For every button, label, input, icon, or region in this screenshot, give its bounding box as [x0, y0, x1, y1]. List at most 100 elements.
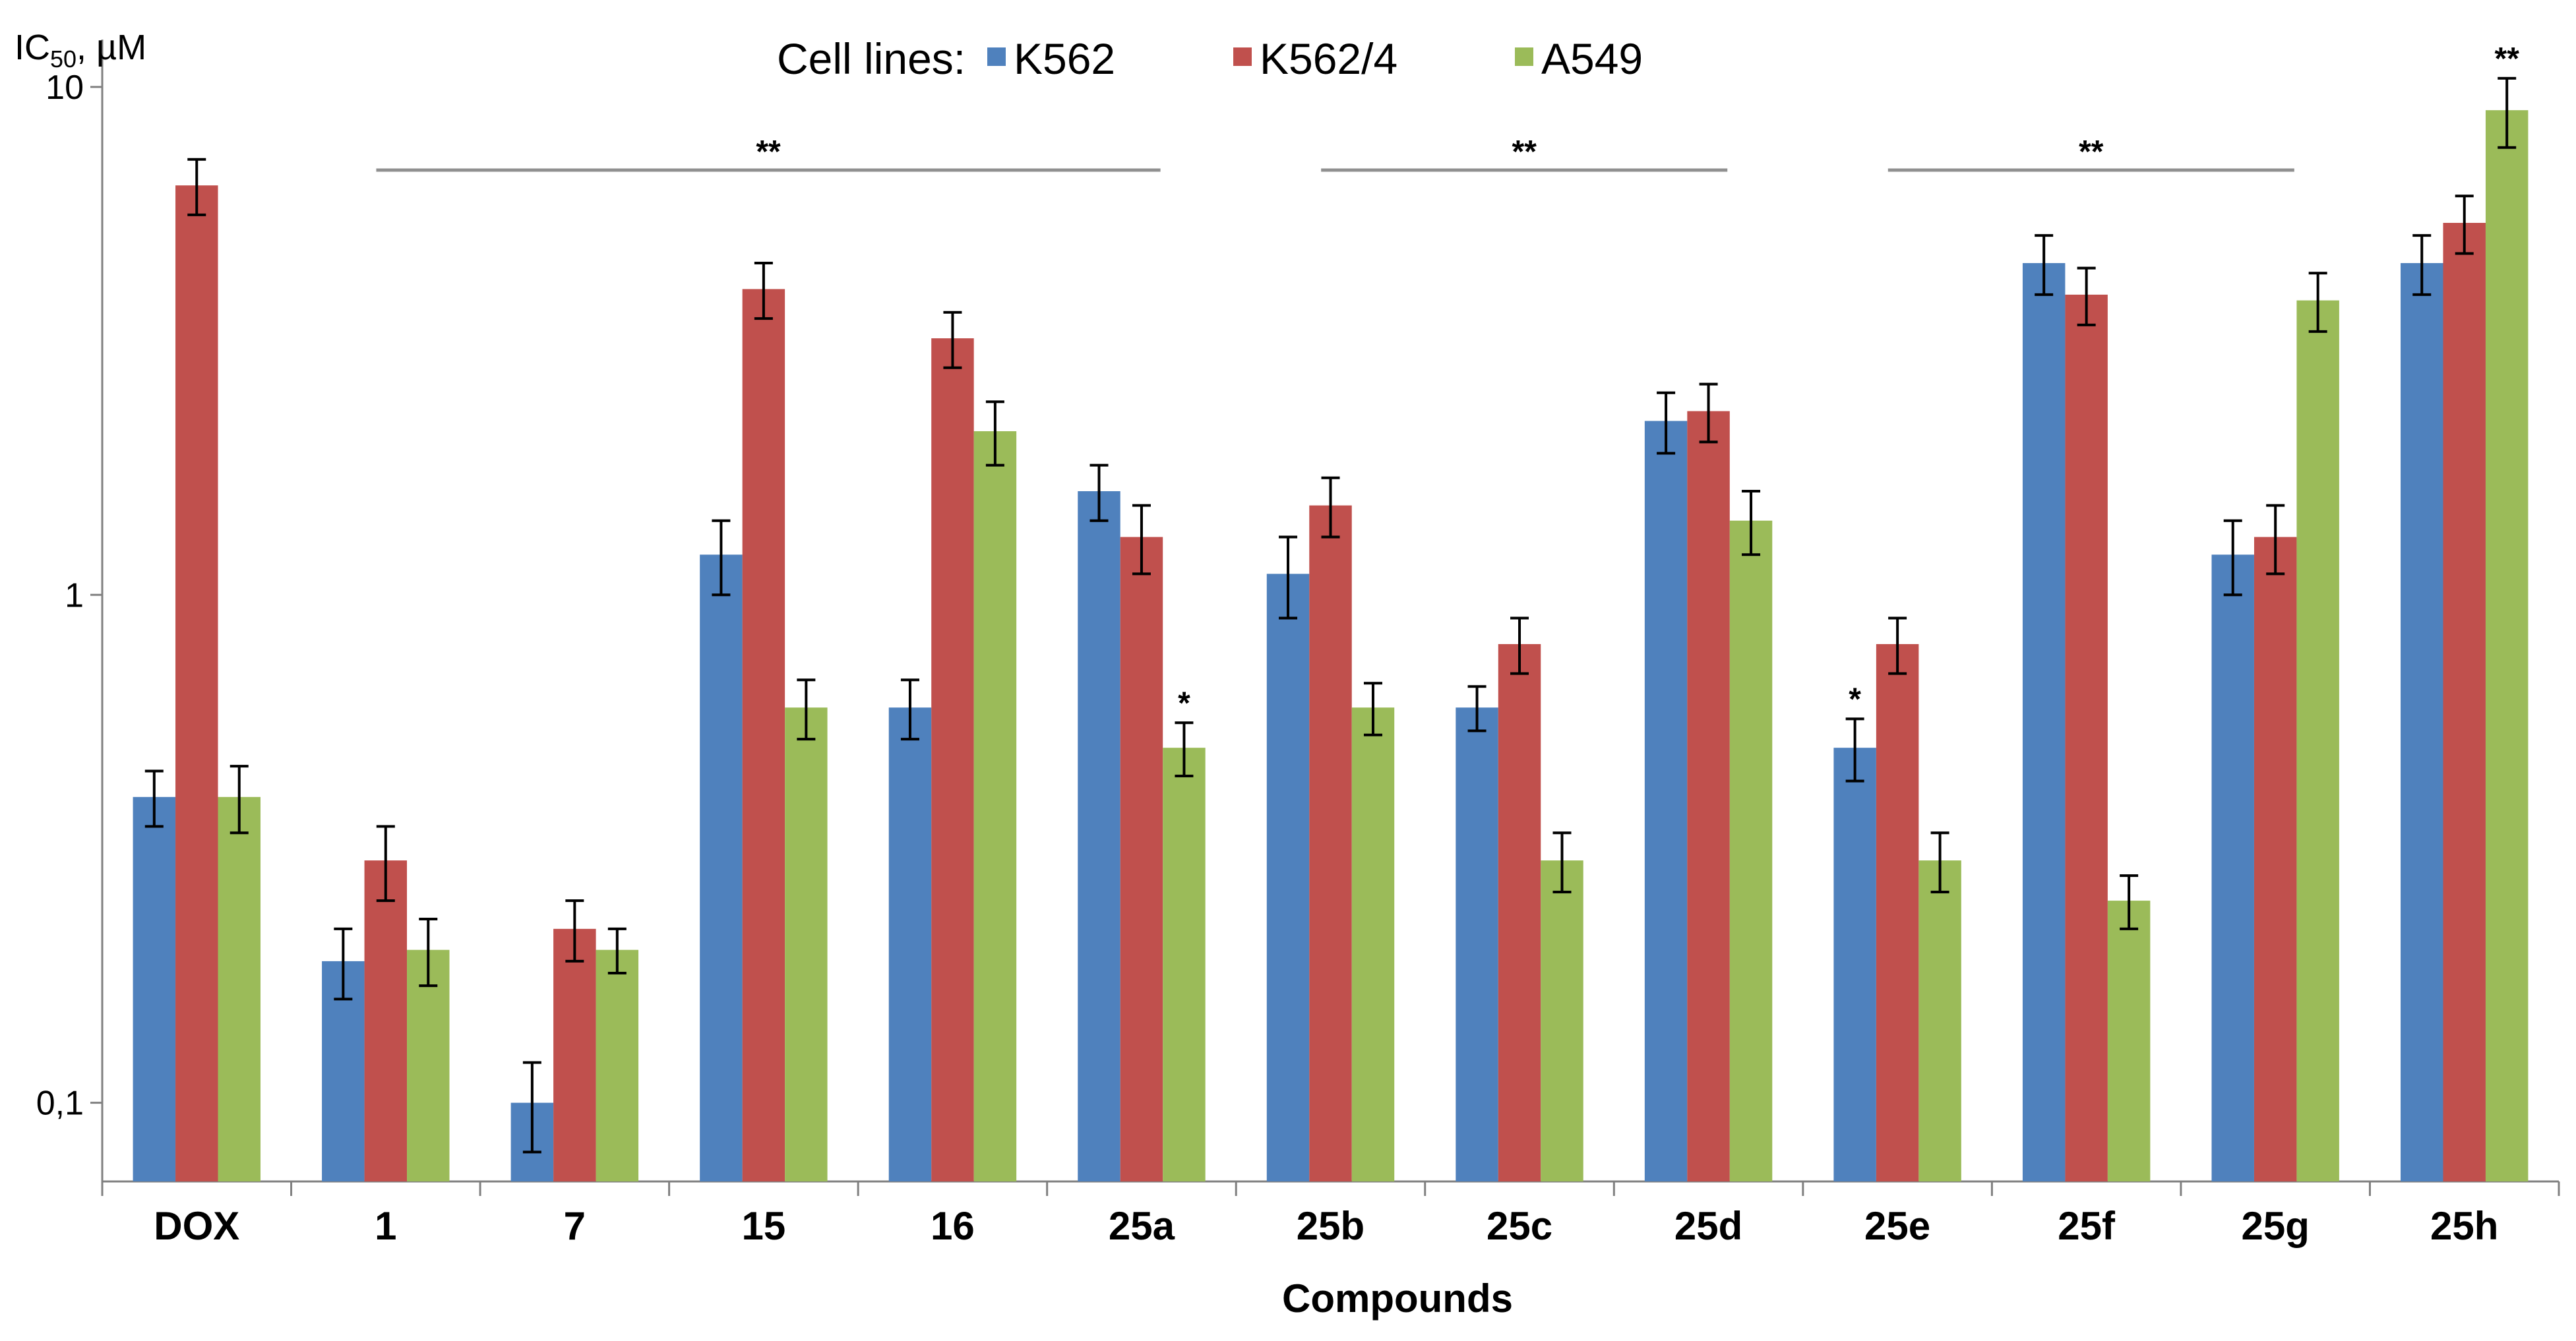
x-tick-label-25g: 25g [2241, 1204, 2309, 1248]
y-axis-title: IC50, µM [15, 28, 146, 73]
bar-k562-4-dox [175, 185, 218, 1182]
legend-label-k562: K562 [1014, 34, 1115, 83]
error-bar-k562-4-25a [1132, 504, 1151, 576]
x-tick-label-25a: 25a [1109, 1204, 1175, 1248]
x-tick-label-16: 16 [931, 1204, 975, 1248]
legend-swatch-a549 [1515, 47, 1533, 66]
bar-a549-25f [2107, 901, 2151, 1181]
legend-title: Cell lines: [777, 34, 966, 83]
legend-swatch-k562 [987, 47, 1006, 66]
bar-k562-25a [1078, 491, 1120, 1182]
bar-k562-4-16 [931, 338, 974, 1181]
error-bar-k562-4-25e [1888, 616, 1907, 675]
x-tick-label-25d: 25d [1674, 1204, 1742, 1248]
bar-a549-25h [2485, 110, 2529, 1181]
bar-k562-4-25e [1876, 643, 1919, 1181]
error-bar-k562-25d [1657, 391, 1676, 455]
bar-k562-25b [1266, 574, 1310, 1181]
error-bar-k562-4-25h [2455, 194, 2474, 255]
bar-k562-15 [700, 554, 743, 1181]
bar-k562-25h [2401, 263, 2443, 1181]
error-bar-a549-15 [797, 678, 816, 741]
error-bar-a549-25f [2120, 874, 2139, 930]
bar-k562-4-1 [364, 860, 408, 1181]
significance-label-3: ** [2079, 134, 2104, 169]
error-bar-a549-25d [1742, 490, 1761, 556]
bar-a549-1 [407, 949, 450, 1181]
bar-k562-25c [1456, 707, 1498, 1181]
legend-swatch-k562-4 [1233, 47, 1252, 66]
annotations-layer: ** ** *** *** [376, 42, 2519, 721]
error-bar-k562-7 [522, 1061, 541, 1154]
error-bar-k562-4-16 [943, 311, 962, 369]
error-bar-a549-7 [607, 927, 627, 975]
annotation-a549-25a: * [1178, 686, 1190, 721]
bar-k562-16 [888, 707, 932, 1181]
error-bar-k562-4-7 [565, 899, 584, 963]
y-axis-title-subscript: 50 [50, 45, 77, 73]
y-tick-label-0-1: 0,1 [36, 1085, 84, 1123]
error-bar-k562-1 [334, 927, 353, 1001]
error-bar-k562-4-15 [754, 262, 773, 320]
bar-k562-dox [133, 796, 176, 1181]
bar-k562-25f [2022, 263, 2066, 1181]
legend: Cell lines: K562 K562/4 A549 [777, 34, 1643, 83]
error-bar-k562-4-1 [376, 825, 395, 903]
error-bar-k562-4-25c [1510, 616, 1529, 675]
error-bar-k562-4-dox [187, 158, 206, 216]
axes-layer: 0,1 1 10 DOX 1 7 15 16 25a 25b 25c 25d 25e 25f 25g 25h [36, 40, 2560, 1248]
bar-k562-4-25g [2254, 537, 2297, 1181]
error-bar-k562-25g [2223, 519, 2242, 597]
bar-a549-25e [1918, 860, 1961, 1181]
legend-label-a549: A549 [1541, 34, 1643, 83]
error-bar-a549-16 [985, 400, 1004, 467]
x-tick-label-25f: 25f [2058, 1204, 2116, 1248]
y-tick-label-10: 10 [46, 69, 84, 107]
bar-k562-4-25c [1498, 643, 1541, 1181]
x-tick-label-25e: 25e [1864, 1204, 1930, 1248]
error-bar-k562-16 [900, 678, 919, 741]
y-tick-label-1: 1 [65, 576, 84, 614]
bar-k562-4-25a [1120, 537, 1163, 1181]
x-tick-label-25h: 25h [2430, 1204, 2498, 1248]
error-bar-a549-25e [1930, 831, 1949, 893]
bar-a549-25c [1541, 860, 1583, 1181]
error-bar-k562-25c [1467, 685, 1487, 732]
bar-k562-25g [2211, 554, 2254, 1181]
bars-layer [133, 110, 2529, 1182]
bar-a549-16 [973, 431, 1017, 1181]
significance-label-2: ** [1512, 134, 1537, 169]
x-tick-label-15: 15 [742, 1204, 786, 1248]
error-bar-a549-25g [2308, 272, 2327, 333]
error-bars-layer [144, 76, 2517, 1154]
bar-k562-4-25b [1309, 505, 1352, 1182]
bar-a549-25d [1729, 520, 1773, 1181]
x-axis-title: Compounds [1282, 1276, 1513, 1321]
error-bar-k562-4-25g [2266, 504, 2285, 576]
bar-a549-25g [2296, 300, 2339, 1182]
x-tick-label-7: 7 [564, 1204, 586, 1248]
error-bar-k562-4-25b [1321, 476, 1340, 539]
bar-a549-15 [785, 707, 828, 1181]
error-bar-k562-25a [1089, 463, 1109, 522]
annotation-a549-25h: ** [2495, 42, 2520, 76]
legend-label-k562-4: K562/4 [1260, 34, 1397, 83]
bar-a549-25b [1351, 707, 1395, 1181]
bar-k562-25d [1644, 421, 1688, 1181]
error-bar-a549-25b [1363, 682, 1382, 736]
bar-a549-25a [1163, 748, 1206, 1181]
bar-k562-4-7 [553, 928, 596, 1181]
bar-k562-4-25d [1687, 411, 1730, 1181]
error-bar-k562-4-25f [2077, 266, 2096, 326]
bar-k562-25e [1833, 748, 1876, 1181]
error-bar-k562-25b [1279, 535, 1298, 620]
error-bar-k562-4-25d [1699, 382, 1718, 444]
error-bar-k562-25e [1845, 717, 1864, 783]
bar-a549-7 [596, 949, 639, 1181]
bar-k562-4-15 [742, 289, 785, 1182]
error-bar-a549-dox [230, 765, 249, 835]
error-bar-k562-25h [2412, 234, 2432, 296]
error-bar-k562-15 [712, 519, 731, 597]
error-bar-a549-25c [1552, 831, 1572, 893]
